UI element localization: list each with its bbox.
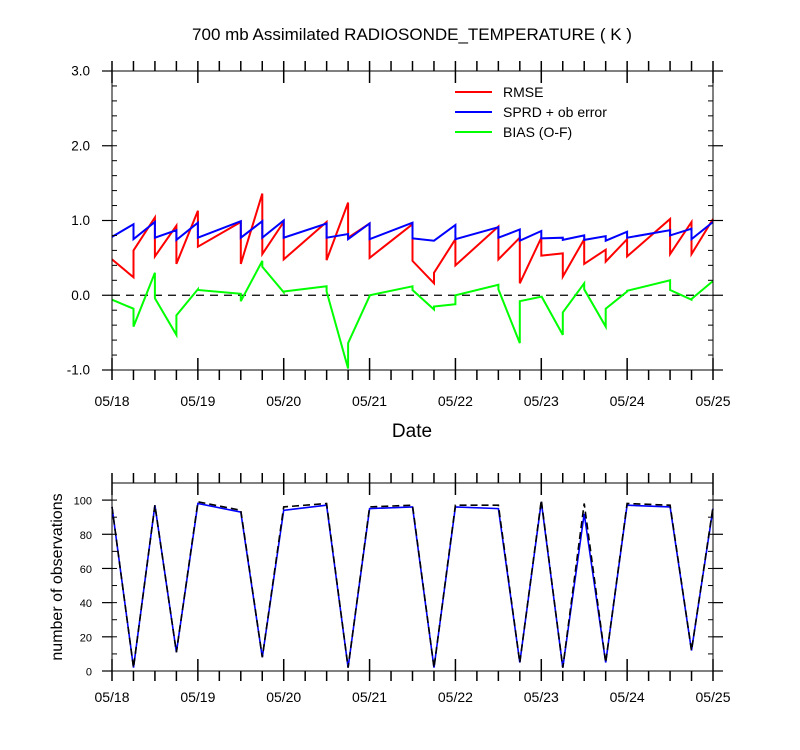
- x-tick-label: 05/24: [610, 393, 645, 409]
- x-tick-label: 05/20: [266, 689, 301, 705]
- x-tick-label: 05/20: [266, 393, 301, 409]
- series-line-assimilated: [111, 501, 714, 668]
- x-tick-labels: 05/18 05/19 05/20 05/21 05/22 05/23 05/24 05/25: [94, 689, 730, 705]
- y-tick-label: 3.0: [71, 64, 90, 79]
- x-tick-label: 05/21: [352, 393, 387, 409]
- y-tick-label: 1.0: [71, 213, 90, 228]
- y-tick-label: 100: [74, 496, 92, 508]
- y-tick-label: 80: [80, 530, 92, 542]
- bottom-chart-panel: 05/18 05/19 05/20 05/21 05/22 05/23 05/24 05/25…: [49, 473, 731, 705]
- legend-label: RMSE: [503, 84, 543, 100]
- y-tick-label: 20: [80, 632, 92, 644]
- y-tick-label: 60: [80, 564, 92, 576]
- y-tick-label: 2.0: [71, 138, 90, 153]
- chart-title: 700 mb Assimilated RADIOSONDE_TEMPERATUR…: [192, 25, 632, 44]
- x-tick-label: 05/18: [94, 393, 129, 409]
- legend: RMSE SPRD + ob error BIAS (O-F): [455, 84, 607, 140]
- series-line-bias-o-f: [111, 260, 714, 369]
- plot-frame: [111, 70, 714, 371]
- x-tick-label: 05/25: [695, 393, 730, 409]
- series-line-sprd-ob-error: [111, 218, 714, 243]
- x-tick-label: 05/24: [610, 689, 645, 705]
- y-tick-label: 40: [80, 598, 92, 610]
- legend-label: SPRD + ob error: [503, 104, 607, 120]
- axis-ticks: [102, 61, 723, 380]
- y-tick-labels: 3.0 2.0 1.0 0.0 -1.0: [67, 64, 90, 378]
- series-group: [111, 499, 714, 668]
- axis-ticks: [102, 473, 723, 681]
- legend-label: BIAS (O-F): [503, 124, 572, 140]
- top-chart-panel: 700 mb Assimilated RADIOSONDE_TEMPERATUR…: [67, 25, 731, 442]
- y-tick-label: -1.0: [67, 363, 90, 378]
- x-tick-label: 05/19: [180, 689, 215, 705]
- x-tick-label: 05/22: [438, 689, 473, 705]
- x-tick-label: 05/18: [94, 689, 129, 705]
- x-tick-label: 05/22: [438, 393, 473, 409]
- y-axis-label: number of observations: [49, 493, 66, 660]
- series-line-total: [111, 499, 714, 668]
- y-tick-label: 0.0: [71, 288, 90, 303]
- y-tick-labels: 100 80 60 40 20 0: [74, 496, 92, 679]
- x-tick-label: 05/23: [524, 689, 559, 705]
- series-group: [111, 193, 714, 369]
- x-tick-labels: 05/18 05/19 05/20 05/21 05/22 05/23 05/24 05/25: [94, 393, 730, 409]
- x-tick-label: 05/23: [524, 393, 559, 409]
- x-tick-label: 05/21: [352, 689, 387, 705]
- x-tick-label: 05/19: [180, 393, 215, 409]
- x-tick-label: 05/25: [695, 689, 730, 705]
- x-axis-label: Date: [392, 421, 432, 442]
- y-tick-label: 0: [86, 667, 92, 679]
